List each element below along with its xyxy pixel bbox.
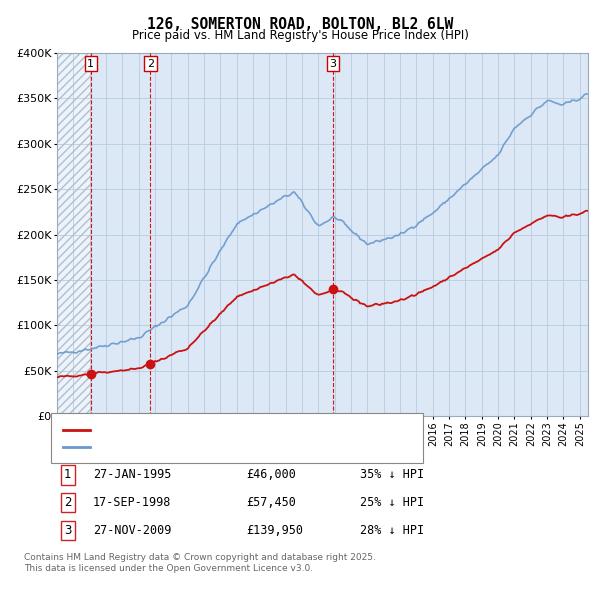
Text: 35% ↓ HPI: 35% ↓ HPI (360, 468, 424, 481)
Text: £46,000: £46,000 (246, 468, 296, 481)
Text: Price paid vs. HM Land Registry's House Price Index (HPI): Price paid vs. HM Land Registry's House … (131, 30, 469, 42)
Text: 27-JAN-1995: 27-JAN-1995 (93, 468, 172, 481)
Text: 2: 2 (147, 58, 154, 68)
Text: HPI: Average price, detached house, Bolton: HPI: Average price, detached house, Bolt… (95, 441, 322, 451)
Bar (57, 53, 91, 416)
Text: 1: 1 (88, 58, 94, 68)
Text: 17-SEP-1998: 17-SEP-1998 (93, 496, 172, 509)
Text: 2: 2 (64, 496, 71, 509)
Text: Contains HM Land Registry data © Crown copyright and database right 2025.
This d: Contains HM Land Registry data © Crown c… (24, 553, 376, 573)
Text: 25% ↓ HPI: 25% ↓ HPI (360, 496, 424, 509)
Text: 28% ↓ HPI: 28% ↓ HPI (360, 524, 424, 537)
Text: 126, SOMERTON ROAD, BOLTON, BL2 6LW (detached house): 126, SOMERTON ROAD, BOLTON, BL2 6LW (det… (95, 425, 408, 435)
Text: 3: 3 (64, 524, 71, 537)
Text: 27-NOV-2009: 27-NOV-2009 (93, 524, 172, 537)
Text: £139,950: £139,950 (246, 524, 303, 537)
Bar (57, 53, 91, 416)
Text: 1: 1 (64, 468, 71, 481)
Text: £57,450: £57,450 (246, 496, 296, 509)
Text: 126, SOMERTON ROAD, BOLTON, BL2 6LW: 126, SOMERTON ROAD, BOLTON, BL2 6LW (147, 17, 453, 31)
Text: 3: 3 (329, 58, 337, 68)
